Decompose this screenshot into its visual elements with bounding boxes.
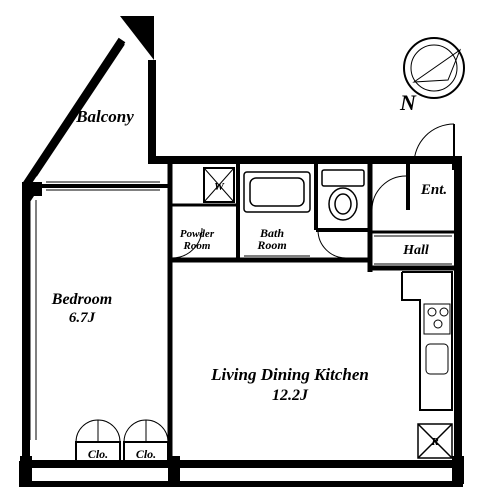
bath-fixtures	[244, 170, 364, 220]
clo1-label: Clo.	[88, 447, 108, 461]
hall-label: Hall	[402, 243, 429, 258]
r-label: R	[430, 436, 438, 448]
balcony-label: Balcony	[75, 107, 134, 126]
bedroom-size: 6.7J	[69, 310, 96, 326]
powder-sub: Room	[183, 240, 211, 252]
floorplan: N	[0, 0, 500, 500]
compass-icon: N	[399, 38, 464, 115]
w-label: W	[214, 181, 225, 193]
kitchen	[402, 272, 452, 410]
bedroom-label: Bedroom	[51, 291, 112, 308]
outer-walls	[120, 16, 154, 60]
thick-walls	[26, 40, 458, 464]
ldk-label: Living Dining Kitchen	[210, 365, 369, 384]
compass-label: N	[399, 90, 417, 115]
clo2-label: Clo.	[136, 447, 156, 461]
ldk-size: 12.2J	[272, 387, 309, 404]
powder-label: Powder	[180, 228, 215, 240]
bath-sub: Room	[256, 238, 286, 252]
ent-label: Ent.	[420, 182, 447, 198]
